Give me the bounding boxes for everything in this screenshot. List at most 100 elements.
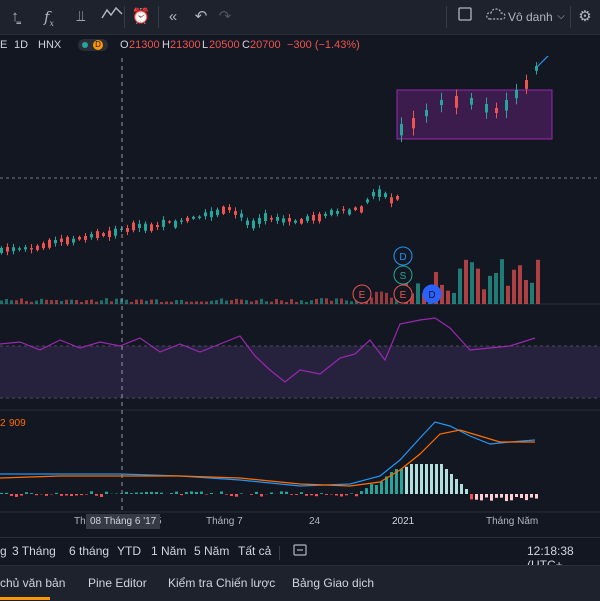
volume-bar	[85, 300, 88, 304]
volume-bar	[225, 301, 228, 304]
volume-bar	[160, 302, 163, 304]
crosshair-date-label: 08 Tháng 6 '17	[86, 514, 160, 529]
range-button[interactable]: 3 Tháng	[12, 544, 56, 558]
candle	[66, 237, 69, 244]
volume-bar	[25, 301, 28, 304]
macd-bar	[285, 492, 288, 494]
wave-icon[interactable]	[100, 4, 124, 30]
volume-bar	[506, 286, 510, 304]
volume-bar	[80, 302, 83, 304]
date-range-icon[interactable]	[292, 542, 308, 561]
candle	[240, 214, 243, 218]
earnings-marker-label: E	[359, 290, 366, 301]
macd-bar	[15, 494, 18, 497]
macd-bar	[105, 492, 108, 494]
macd-bar	[455, 479, 458, 494]
toolbar-divider	[570, 6, 571, 28]
interval-label[interactable]: 1D	[14, 34, 28, 56]
symbol-name[interactable]: E	[0, 34, 7, 56]
macd-bar	[145, 492, 148, 494]
layout-icon[interactable]	[456, 4, 474, 30]
macd-bar	[495, 494, 498, 498]
earnings-marker-label: E	[400, 290, 407, 301]
tab-strategy-tester[interactable]: Kiểm tra Chiến lược	[168, 576, 275, 590]
user-label[interactable]: Vô danh	[508, 4, 554, 30]
low-label: L	[202, 34, 208, 56]
volume-bar	[500, 259, 504, 304]
candle	[54, 240, 57, 243]
range-button[interactable]: g	[0, 544, 7, 558]
candle	[495, 108, 498, 113]
candle	[258, 218, 261, 224]
volume-bar	[385, 293, 388, 304]
volume-bar	[305, 302, 308, 304]
chevron-down-icon[interactable]: ⌵	[555, 4, 567, 30]
volume-bar	[295, 302, 298, 304]
macd-bar	[505, 494, 508, 501]
volume-bar	[55, 300, 58, 304]
undo-icon[interactable]: ↶	[192, 4, 210, 30]
macd-bar	[315, 494, 318, 496]
volume-bar	[140, 299, 143, 304]
macd-bar	[205, 494, 208, 495]
formula-icon[interactable]: fx	[38, 4, 60, 30]
close-value: 20700	[250, 34, 281, 56]
replay-icon[interactable]: «	[162, 4, 184, 30]
tab-trading-panel[interactable]: Bảng Giao dịch	[292, 576, 374, 590]
rectangle-drawing[interactable]	[397, 90, 552, 139]
dividend-marker-label: D	[399, 252, 406, 263]
candle	[132, 223, 135, 231]
macd-bar	[135, 493, 138, 494]
time-axis: Th 5 Tháng 7 24 2021 Tháng Năm 08 Tháng …	[0, 512, 600, 536]
trend-arrow[interactable]	[536, 56, 558, 68]
volume-bar	[280, 300, 283, 304]
volume-bar	[275, 299, 278, 304]
range-button[interactable]: 1 Năm	[151, 544, 186, 558]
candle	[372, 192, 375, 196]
range-button[interactable]: 6 tháng	[69, 544, 109, 558]
volume-bar	[482, 289, 486, 304]
volume-bar	[170, 302, 173, 304]
candle	[400, 124, 403, 135]
bar-type-icon[interactable]: ⫫	[70, 4, 92, 30]
alert-icon[interactable]: ⏰	[130, 4, 152, 30]
volume-bar	[325, 298, 328, 304]
candle	[180, 220, 183, 221]
range-button[interactable]: Tất cả	[238, 544, 271, 558]
volume-bar	[90, 300, 93, 304]
close-label: C	[242, 34, 250, 56]
dividend-marker-label: D	[428, 290, 435, 301]
candle	[294, 221, 297, 223]
candle	[60, 239, 63, 242]
volume-bar	[315, 299, 318, 304]
macd-bar	[150, 492, 153, 494]
signal-line	[0, 430, 535, 486]
top-toolbar: ↑̳ fx ⫫ ⏰ « ↶ ↷ Vô danh ⌵ ⚙	[0, 0, 600, 35]
price-chart[interactable]: E D S E D 2 909	[0, 56, 600, 536]
redo-icon[interactable]: ↷	[216, 4, 234, 30]
indicator-icon[interactable]: ↑̳	[4, 4, 26, 30]
cloud-icon[interactable]	[484, 4, 508, 30]
tab-text-notes[interactable]: chủ văn bản	[0, 566, 50, 601]
candle	[48, 240, 51, 248]
volume-bar	[165, 302, 168, 304]
macd-bar	[310, 494, 313, 495]
range-divider	[279, 546, 280, 560]
candle	[222, 207, 225, 214]
macd-bar	[405, 467, 408, 494]
range-button[interactable]: 5 Năm	[194, 544, 229, 558]
tab-pine-editor[interactable]: Pine Editor	[88, 576, 147, 590]
toolbar-divider	[446, 6, 447, 28]
range-button[interactable]: YTD	[117, 544, 141, 558]
settings-icon[interactable]: ⚙	[575, 4, 595, 30]
macd-bar	[160, 493, 163, 494]
candle	[114, 229, 117, 236]
candle	[342, 209, 345, 210]
candle	[210, 211, 213, 217]
candle	[505, 100, 508, 111]
macd-value: 909	[9, 418, 26, 429]
volume-bar	[330, 301, 333, 304]
time-label: Tháng 7	[206, 516, 243, 527]
macd-bar	[35, 494, 38, 495]
macd-bar	[530, 494, 533, 498]
